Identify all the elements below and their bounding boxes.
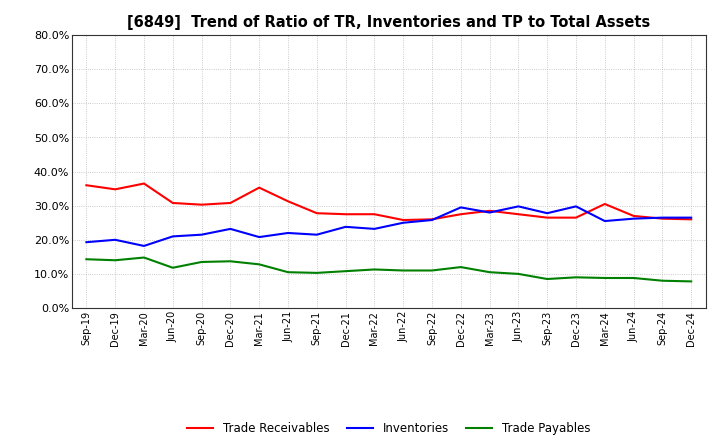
Line: Trade Payables: Trade Payables — [86, 257, 691, 282]
Trade Payables — [687, 279, 696, 284]
Inventories — [629, 216, 638, 221]
Trade Receivables — [341, 212, 350, 217]
Trade Payables — [456, 264, 465, 270]
Inventories — [312, 232, 321, 237]
Inventories — [82, 239, 91, 245]
Inventories — [600, 218, 609, 224]
Trade Receivables — [197, 202, 206, 207]
Trade Receivables — [658, 216, 667, 221]
Trade Receivables — [514, 212, 523, 217]
Legend: Trade Receivables, Inventories, Trade Payables: Trade Receivables, Inventories, Trade Pa… — [183, 418, 595, 440]
Inventories — [687, 215, 696, 220]
Trade Payables — [312, 270, 321, 275]
Trade Payables — [428, 268, 436, 273]
Inventories — [255, 235, 264, 240]
Inventories — [428, 217, 436, 223]
Trade Receivables — [428, 216, 436, 222]
Trade Receivables — [572, 215, 580, 220]
Trade Receivables — [370, 212, 379, 217]
Inventories — [399, 220, 408, 225]
Trade Receivables — [140, 181, 148, 186]
Inventories — [111, 237, 120, 242]
Trade Payables — [168, 265, 177, 271]
Trade Payables — [370, 267, 379, 272]
Inventories — [140, 243, 148, 249]
Inventories — [341, 224, 350, 230]
Inventories — [197, 232, 206, 237]
Trade Payables — [572, 275, 580, 280]
Inventories — [370, 226, 379, 231]
Trade Payables — [140, 255, 148, 260]
Trade Payables — [82, 257, 91, 262]
Line: Trade Receivables: Trade Receivables — [86, 183, 691, 220]
Inventories — [226, 226, 235, 231]
Trade Payables — [341, 268, 350, 274]
Inventories — [485, 210, 494, 215]
Trade Receivables — [255, 185, 264, 190]
Inventories — [572, 204, 580, 209]
Trade Receivables — [226, 200, 235, 205]
Trade Receivables — [399, 217, 408, 223]
Trade Receivables — [687, 216, 696, 222]
Trade Receivables — [543, 215, 552, 220]
Trade Payables — [600, 275, 609, 281]
Trade Payables — [284, 270, 292, 275]
Trade Receivables — [485, 208, 494, 213]
Trade Payables — [197, 259, 206, 264]
Inventories — [543, 211, 552, 216]
Trade Payables — [485, 270, 494, 275]
Inventories — [456, 205, 465, 210]
Trade Payables — [514, 271, 523, 276]
Inventories — [658, 215, 667, 220]
Inventories — [284, 230, 292, 235]
Trade Payables — [543, 276, 552, 282]
Trade Payables — [255, 262, 264, 267]
Trade Payables — [226, 259, 235, 264]
Trade Receivables — [284, 198, 292, 204]
Trade Receivables — [600, 202, 609, 207]
Trade Payables — [111, 258, 120, 263]
Trade Receivables — [629, 213, 638, 219]
Trade Receivables — [312, 211, 321, 216]
Trade Payables — [629, 275, 638, 281]
Trade Receivables — [168, 200, 177, 205]
Inventories — [514, 204, 523, 209]
Trade Payables — [399, 268, 408, 273]
Trade Receivables — [456, 212, 465, 217]
Trade Receivables — [82, 183, 91, 188]
Line: Inventories: Inventories — [86, 206, 691, 246]
Trade Payables — [658, 278, 667, 283]
Title: [6849]  Trend of Ratio of TR, Inventories and TP to Total Assets: [6849] Trend of Ratio of TR, Inventories… — [127, 15, 650, 30]
Trade Receivables — [111, 187, 120, 192]
Inventories — [168, 234, 177, 239]
